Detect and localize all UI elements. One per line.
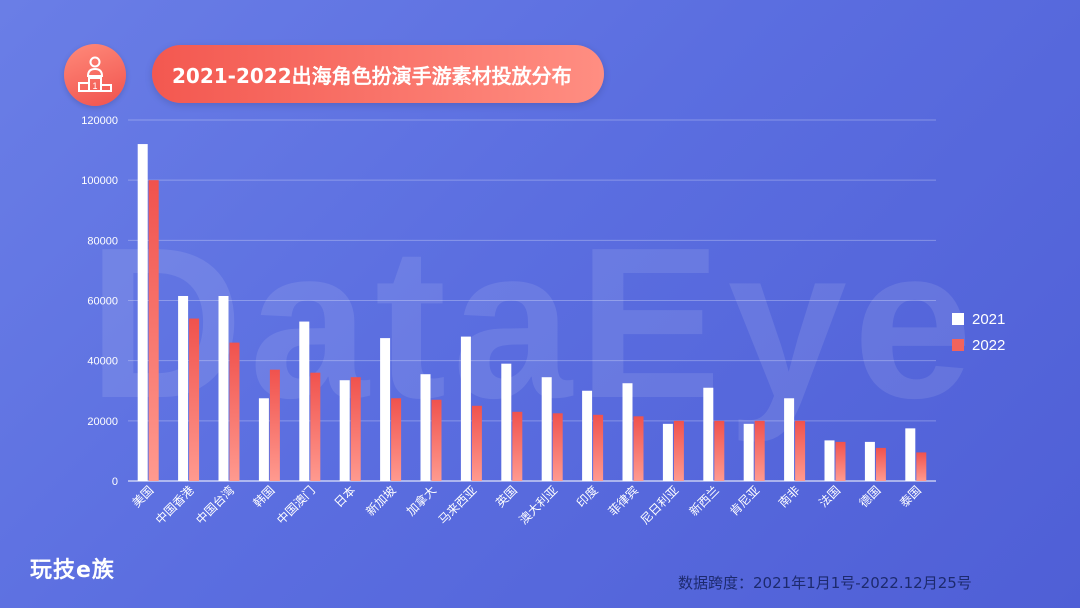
x-tick-label: 马来西亚	[436, 483, 480, 527]
y-tick-label: 80000	[87, 235, 118, 247]
x-tick-label: 韩国	[250, 483, 278, 511]
bar-2021	[178, 295, 189, 481]
bar-2022	[593, 414, 604, 481]
legend-item-2021: 2021	[952, 306, 1005, 332]
x-tick-label: 新加坡	[363, 483, 399, 519]
y-tick-label: 120000	[81, 115, 118, 127]
bar-2022	[835, 441, 846, 481]
legend-swatch-2021	[952, 313, 964, 325]
legend: 2021 2022	[952, 306, 1005, 358]
bar-2022	[269, 369, 280, 481]
bar-2021	[541, 377, 552, 481]
bar-2022	[431, 399, 442, 481]
bar-2022	[391, 398, 402, 481]
chart-title: 2021-2022出海角色扮演手游素材投放分布	[172, 63, 572, 88]
legend-item-2022: 2022	[952, 332, 1005, 358]
x-tick-label: 德国	[856, 483, 884, 511]
legend-swatch-2022	[952, 339, 964, 351]
bar-2021	[137, 144, 148, 482]
y-tick-label: 20000	[87, 416, 118, 428]
title-banner: 2021-2022出海角色扮演手游素材投放分布	[152, 45, 604, 103]
x-tick-label: 中国澳门	[273, 483, 318, 528]
y-tick-label: 100000	[81, 175, 118, 187]
bar-2021	[622, 383, 633, 481]
y-tick-label: 60000	[87, 296, 118, 308]
bar-2021	[662, 423, 673, 481]
bar-2022	[229, 342, 240, 481]
bar-2021	[420, 374, 431, 481]
bar-2022	[148, 180, 159, 481]
bar-2021	[703, 387, 714, 481]
bar-2022	[916, 452, 927, 481]
y-tick-label: 0	[112, 476, 118, 488]
bar-2021	[905, 428, 916, 481]
bar-2021	[501, 363, 512, 481]
bar-2021	[218, 295, 229, 481]
bar-2021	[784, 398, 795, 481]
x-tick-label: 泰国	[897, 483, 924, 510]
x-tick-label: 澳大利亚	[516, 483, 560, 527]
brand-logo-text: 玩技e族	[30, 558, 115, 583]
legend-label-2022: 2022	[972, 336, 1006, 354]
bar-2022	[552, 413, 563, 481]
x-tick-label: 法国	[816, 483, 843, 510]
bar-2021	[824, 440, 835, 481]
bar-2022	[189, 318, 200, 481]
x-tick-label: 英国	[493, 483, 520, 510]
bar-2021	[339, 380, 350, 481]
bar-2021	[299, 321, 310, 481]
bar-2022	[471, 405, 482, 481]
bar-2022	[875, 447, 886, 481]
x-tick-label: 中国香港	[152, 483, 197, 528]
data-range-note: 数据跨度：2021年1月1号-2022.12月25号	[678, 574, 972, 592]
bar-2022	[673, 420, 684, 481]
bar-2022	[310, 372, 321, 481]
x-tick-label: 菲律宾	[605, 483, 641, 519]
bar-2022	[754, 420, 765, 481]
x-tick-label: 肯尼亚	[727, 483, 762, 518]
podium-person-icon: 1	[78, 56, 112, 92]
logo-badge: 1	[64, 44, 126, 106]
x-tick-label: 日本	[331, 483, 358, 510]
bar-2021	[380, 338, 391, 481]
bar-2022	[795, 420, 806, 481]
x-tick-label: 新西兰	[686, 483, 722, 519]
x-tick-label: 加拿大	[403, 483, 439, 519]
bar-2022	[633, 416, 644, 481]
y-tick-label: 40000	[87, 356, 118, 368]
bar-2021	[460, 336, 471, 481]
legend-label-2021: 2021	[972, 310, 1006, 328]
x-tick-label: 南非	[775, 483, 803, 511]
bar-2022	[350, 377, 361, 481]
x-tick-label: 中国台湾	[193, 483, 238, 528]
x-tick-label: 美国	[129, 483, 156, 510]
bar-2021	[743, 423, 754, 481]
bar-2021	[582, 390, 593, 481]
bar-2021	[864, 441, 875, 481]
x-tick-label: 尼日利亚	[638, 483, 682, 527]
bar-2021	[258, 398, 269, 481]
svg-text:1: 1	[92, 81, 97, 91]
bar-2022	[714, 420, 725, 481]
x-tick-label: 印度	[573, 483, 601, 511]
bar-2022	[512, 411, 523, 481]
